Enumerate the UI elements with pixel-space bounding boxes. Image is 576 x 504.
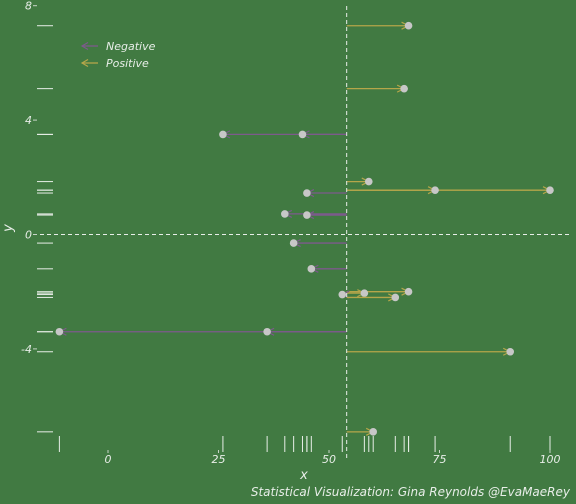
x-tick-label: 100	[540, 453, 561, 466]
data-point	[404, 21, 413, 30]
negative-arrow	[338, 290, 350, 299]
caption: Statistical Visualization: Gina Reynolds…	[251, 485, 571, 499]
negative-arrow	[307, 264, 347, 273]
data-point	[360, 289, 369, 297]
data-point	[289, 239, 298, 247]
positive-arrow	[346, 287, 413, 296]
axes: 0 25 50 75 100 -4 0 4 8	[21, 0, 560, 466]
x-tick-label: 75	[433, 453, 447, 466]
negative-arrow	[303, 211, 347, 220]
rug-marks	[37, 25, 551, 452]
negative-arrow	[298, 130, 347, 139]
legend-key-arrow	[80, 58, 89, 68]
negative-arrow	[303, 188, 347, 198]
positive-arrow	[346, 347, 515, 356]
data-point	[364, 177, 373, 186]
negative-arrow	[281, 209, 347, 218]
y-tick-label: 0	[25, 229, 32, 242]
positive-arrow	[346, 293, 400, 302]
data-point	[369, 428, 378, 436]
positive-arrow	[346, 177, 373, 186]
legend-label: Negative	[106, 40, 156, 53]
data-point	[404, 287, 413, 296]
data-point	[263, 327, 271, 336]
data-point	[219, 130, 227, 139]
negative-arrow	[289, 239, 347, 248]
y-axis-title: y	[1, 224, 16, 233]
data-point	[431, 186, 439, 194]
data-point	[338, 290, 347, 299]
positive-arrow	[346, 289, 369, 298]
legend: Negative Positive	[80, 40, 156, 70]
legend-label: Positive	[106, 57, 149, 70]
data-point	[400, 84, 408, 93]
positive-arrow	[346, 84, 408, 93]
x-tick-label: 0	[105, 453, 112, 466]
data-point	[55, 327, 64, 336]
negative-arrow	[263, 327, 347, 336]
data-point	[391, 293, 400, 302]
x-axis-title: x	[299, 468, 308, 483]
reference-lines	[40, 6, 570, 458]
data-point	[546, 186, 554, 194]
data-point	[307, 265, 316, 273]
legend-item: Negative	[80, 40, 156, 53]
data-point	[281, 210, 289, 218]
y-tick-label: 4	[25, 114, 32, 127]
legend-key-arrow	[80, 41, 89, 51]
x-tick-label: 25	[212, 453, 226, 466]
positive-arrow	[346, 21, 413, 30]
data-point	[303, 189, 311, 197]
positive-arrow	[346, 427, 378, 436]
legend-item: Positive	[80, 57, 149, 70]
data-point	[303, 211, 311, 219]
y-tick-label: -4	[21, 343, 32, 356]
data-point	[298, 130, 307, 139]
data-point	[506, 347, 515, 356]
segments-layer	[55, 21, 554, 436]
y-tick-label: 8	[25, 0, 32, 13]
positive-arrow	[346, 186, 439, 195]
x-tick-label: 50	[322, 453, 336, 466]
